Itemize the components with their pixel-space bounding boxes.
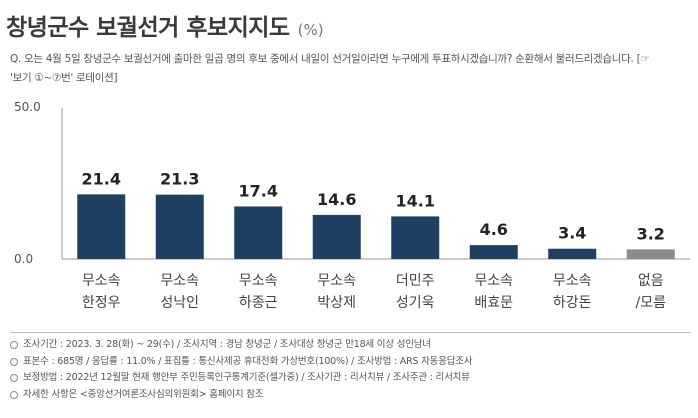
x-tick-label: 없음/모름 bbox=[612, 270, 690, 314]
data-label: 14.1 bbox=[396, 191, 435, 210]
chart-title: 창녕군수 보궐선거 후보지지도 bbox=[6, 15, 290, 41]
x-tick-label-line: 무소속 bbox=[81, 273, 121, 289]
x-tick-label-line: 무소속 bbox=[552, 273, 592, 289]
x-tick-label-line: 없음 bbox=[637, 273, 664, 289]
bar bbox=[548, 248, 597, 259]
x-tick-label-line: 무소속 bbox=[238, 273, 278, 289]
data-label: 3.4 bbox=[558, 224, 586, 243]
note-item: 보정방법 : 2022년 12월말 현재 행안부 주민등록인구통계기준(셀가중)… bbox=[10, 370, 690, 387]
x-tick-label-line: 박상제 bbox=[317, 295, 357, 311]
bullet-icon bbox=[10, 357, 18, 366]
note-item: 자세한 사항은 <중앙선거여론조사심의위원회> 홈페이지 참조 bbox=[10, 387, 690, 404]
bar bbox=[312, 214, 361, 259]
bar bbox=[391, 216, 440, 259]
survey-notes: 조사기간 : 2023. 3. 28(화) ~ 29(수) / 조사지역 : 경… bbox=[10, 332, 690, 403]
x-tick-label-line: 하강돈 bbox=[552, 295, 592, 311]
x-tick-label-line: 배효문 bbox=[474, 295, 514, 311]
x-tick-label-line: 무소속 bbox=[474, 273, 514, 289]
unit-label: (%) bbox=[297, 21, 324, 39]
data-label: 17.4 bbox=[239, 181, 278, 200]
bullet-icon bbox=[10, 390, 18, 399]
bar bbox=[155, 194, 204, 259]
bar bbox=[234, 206, 283, 259]
note-text: 조사기간 : 2023. 3. 28(화) ~ 29(수) / 조사지역 : 경… bbox=[23, 339, 431, 350]
data-label: 3.2 bbox=[637, 224, 665, 243]
x-tick-label-line: /모름 bbox=[635, 295, 666, 311]
x-tick-label-line: 성낙인 bbox=[160, 295, 200, 311]
note-text: 보정방법 : 2022년 12월말 현재 행안부 주민등록인구통계기준(셀가중)… bbox=[23, 372, 470, 383]
y-tick-max: 50.0 bbox=[14, 100, 41, 114]
x-tick-label-line: 한정우 bbox=[81, 295, 121, 311]
x-tick-label-line: 하종근 bbox=[238, 295, 278, 311]
data-label: 21.3 bbox=[160, 170, 199, 189]
bullet-icon bbox=[10, 374, 18, 383]
note-item: 조사기간 : 2023. 3. 28(화) ~ 29(수) / 조사지역 : 경… bbox=[10, 337, 690, 354]
x-tick-label-line: 무소속 bbox=[317, 273, 357, 289]
data-label: 14.6 bbox=[317, 190, 356, 209]
bar bbox=[469, 245, 518, 259]
data-label: 4.6 bbox=[480, 220, 508, 239]
bullet-icon bbox=[10, 341, 18, 350]
title-row: 창녕군수 보궐선거 후보지지도 (%) bbox=[6, 8, 324, 42]
x-tick-label-line: 무소속 bbox=[160, 273, 200, 289]
x-tick-label-line: 성기욱 bbox=[395, 295, 435, 311]
x-tick-label-line: 더민주 bbox=[395, 273, 435, 289]
bar bbox=[626, 249, 675, 259]
y-tick-min: 0.0 bbox=[14, 252, 34, 266]
bar bbox=[77, 194, 126, 259]
data-label: 21.4 bbox=[82, 169, 121, 188]
note-text: 표본수 : 685명 / 응답률 : 11.0% / 표집틀 : 통신사제공 휴… bbox=[23, 355, 473, 367]
survey-question: Q. 오는 4월 5일 창녕군수 보궐선거에 출마한 일곱 명의 후보 중에서 … bbox=[10, 53, 650, 84]
note-text: 자세한 사항은 <중앙선거여론조사심의위원회> 홈페이지 참조 bbox=[23, 388, 264, 400]
note-item: 표본수 : 685명 / 응답률 : 11.0% / 표집틀 : 통신사제공 휴… bbox=[10, 354, 690, 371]
